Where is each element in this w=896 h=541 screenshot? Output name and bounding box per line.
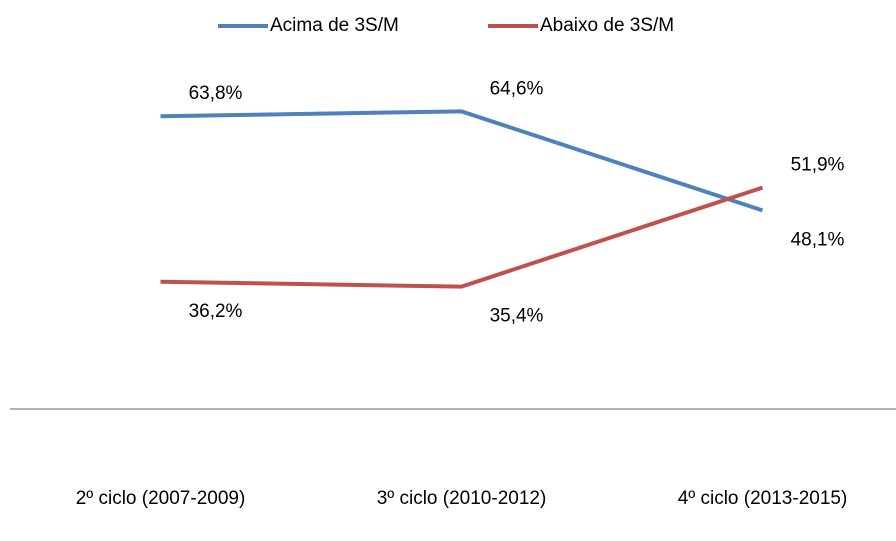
series-line	[160, 109, 764, 213]
x-tick-label: 2º ciclo (2007-2009)	[76, 488, 246, 509]
data-label: 64,6%	[490, 78, 544, 99]
data-label: 36,2%	[189, 301, 243, 322]
legend-label: Abaixo de 3S/M	[540, 15, 674, 36]
data-label: 35,4%	[490, 306, 544, 327]
data-label: 48,1%	[791, 229, 845, 250]
legend-label: Acima de 3S/M	[270, 15, 399, 36]
data-label: 63,8%	[189, 83, 243, 104]
x-tick-label: 4º ciclo (2013-2015)	[678, 488, 848, 509]
data-label: 51,9%	[791, 155, 845, 176]
series-line	[160, 185, 764, 289]
x-tick-label: 3º ciclo (2010-2012)	[377, 488, 547, 509]
